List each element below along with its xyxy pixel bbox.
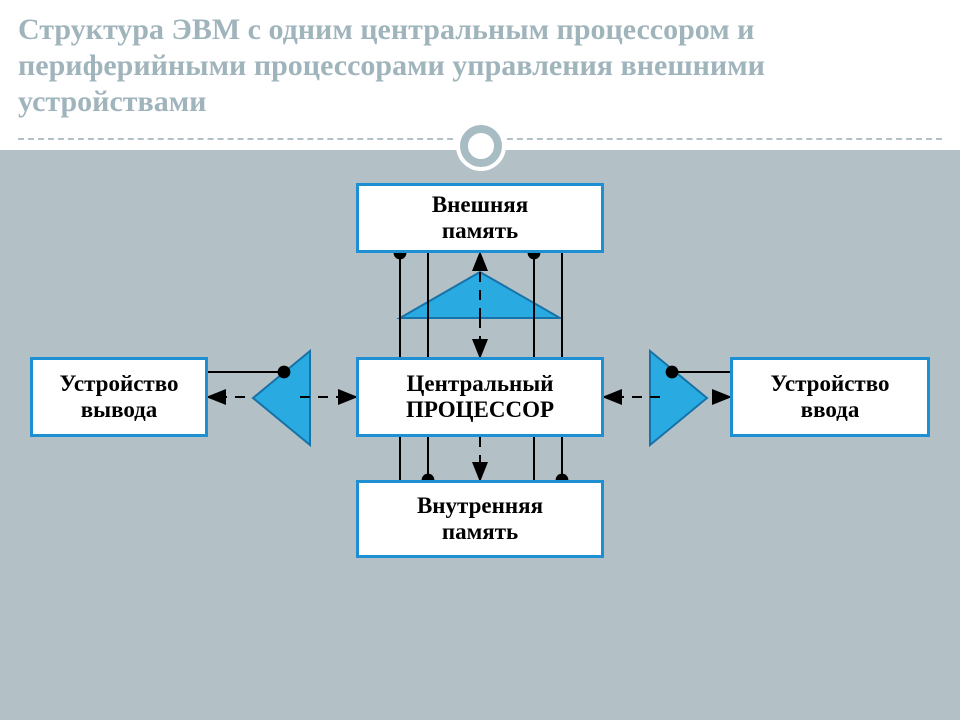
external-memory-box: Внешняяпамять <box>356 183 604 253</box>
internal-memory-box: Внутренняяпамять <box>356 480 604 558</box>
output-device-label: Устройствовывода <box>60 371 179 424</box>
internal-memory-label: Внутренняяпамять <box>417 493 543 546</box>
external-memory-label: Внешняяпамять <box>432 192 528 245</box>
cpu-box: ЦентральныйПРОЦЕССОР <box>356 357 604 437</box>
input-device-label: Устройствоввода <box>771 371 890 424</box>
input-device-box: Устройствоввода <box>730 357 930 437</box>
output-device-box: Устройствовывода <box>30 357 208 437</box>
cpu-label: ЦентральныйПРОЦЕССОР <box>406 371 554 424</box>
